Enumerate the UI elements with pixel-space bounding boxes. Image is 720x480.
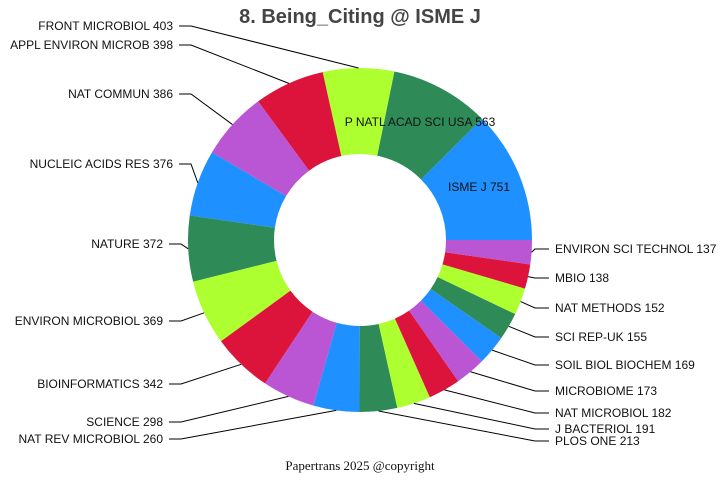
- slice-label: NAT METHODS 152: [555, 301, 665, 315]
- slice-labels: ISME J 751 P NATL ACAD SCI USA 563 FRONT M…: [10, 19, 717, 448]
- leader-line: [169, 409, 337, 440]
- slice-label: SOIL BIOL BIOCHEM 169: [555, 358, 695, 372]
- slice-environ-sci-technol: [445, 240, 532, 265]
- slice-appl-environ-microb: [258, 72, 342, 171]
- slice-isme-j: [420, 118, 533, 240]
- slice-label: MICROBIOME 173: [555, 384, 657, 398]
- leader-line: [169, 312, 205, 322]
- slice-soil-biol-biochem: [420, 289, 502, 362]
- slice-nature: [188, 215, 277, 282]
- leader-line: [520, 301, 549, 309]
- slice-label: P NATL ACAD SCI USA 563: [345, 115, 496, 129]
- slice-label: ENVIRON SCI TECHNOL 137: [555, 242, 717, 256]
- slice-label: J BACTERIOL 191: [555, 422, 656, 436]
- slice-label: APPL ENVIRON MICROB 398: [10, 38, 173, 52]
- slice-science: [265, 311, 337, 406]
- chart-title: 8. Being_Citing @ ISME J: [239, 6, 481, 28]
- slice-nucleic-acids-res: [189, 152, 287, 228]
- slice-label: ISME J 751: [448, 180, 510, 194]
- slice-plos-one: [359, 323, 398, 412]
- leader-line: [169, 243, 189, 250]
- leader-line: [179, 25, 359, 69]
- leader-line: [378, 410, 549, 442]
- slice-j-bacteriol: [378, 318, 430, 408]
- leader-line: [179, 93, 233, 125]
- leader-line: [531, 248, 549, 253]
- slice-label: BIOINFORMATICS 342: [37, 377, 163, 391]
- leader-line: [491, 349, 549, 366]
- slice-nat-methods: [437, 264, 525, 315]
- slice-label: NAT MICROBIOL 182: [555, 406, 672, 420]
- leader-line: [527, 276, 549, 279]
- leader-line: [179, 163, 199, 184]
- slice-label: PLOS ONE 213: [555, 434, 640, 448]
- slice-microbiome: [409, 300, 482, 382]
- slice-bioinformatics: [220, 290, 313, 384]
- leader-line: [444, 389, 549, 414]
- slice-label: NAT COMMUN 386: [68, 87, 173, 101]
- slice-label: NATURE 372: [91, 237, 163, 251]
- leader-line: [169, 363, 242, 385]
- slice-sci-rep-uk: [430, 277, 516, 339]
- slice-p-natl-acad-sci-usa: [377, 71, 482, 180]
- slice-nat-rev-microbiol: [313, 322, 360, 412]
- slice-label: NAT REV MICROBIOL 260: [19, 432, 164, 446]
- leader-line: [508, 325, 549, 338]
- slice-front-microbiol: [322, 68, 395, 157]
- slice-label: MBIO 138: [555, 271, 609, 285]
- leader-line: [179, 44, 290, 84]
- slice-nat-microbiol: [394, 310, 459, 398]
- slice-mbio: [442, 252, 531, 289]
- slice-label: SCI REP-UK 155: [555, 330, 647, 344]
- copyright-footer: Papertrans 2025 @copyright: [285, 458, 435, 473]
- slice-label: FRONT MICROBIOL 403: [38, 19, 173, 33]
- slice-environ-microbiol: [193, 260, 291, 342]
- slice-label: ENVIRON MICROBIOL 369: [15, 314, 164, 328]
- label-leader-lines: [169, 25, 549, 442]
- leader-line: [413, 402, 549, 430]
- leader-line: [169, 395, 289, 423]
- slice-label: SCIENCE 298: [86, 415, 163, 429]
- slice-label: NUCLEIC ACIDS RES 376: [30, 157, 174, 171]
- donut-slices: [188, 68, 533, 412]
- leader-line: [470, 371, 549, 392]
- slice-nat-commun: [212, 101, 310, 197]
